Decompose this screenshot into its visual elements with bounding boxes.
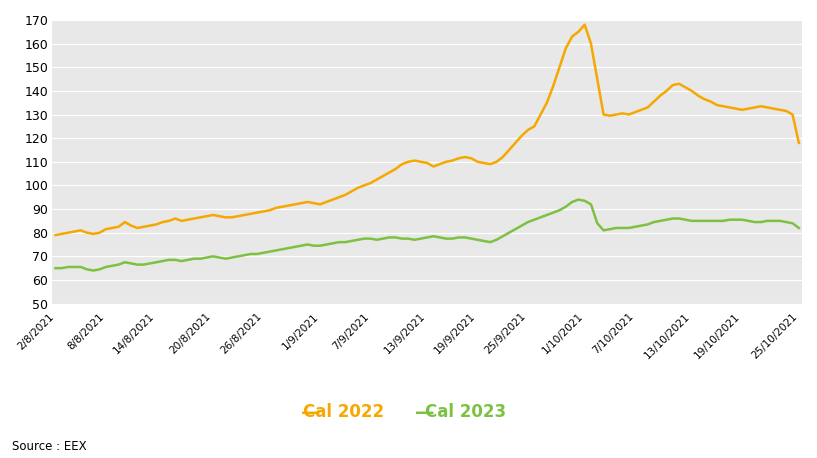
Text: Cal 2023: Cal 2023 (425, 403, 507, 421)
Text: Source : EEX: Source : EEX (12, 441, 87, 453)
Text: —: — (415, 403, 435, 422)
Text: Cal 2022: Cal 2022 (302, 403, 384, 421)
Text: —: — (301, 403, 320, 422)
